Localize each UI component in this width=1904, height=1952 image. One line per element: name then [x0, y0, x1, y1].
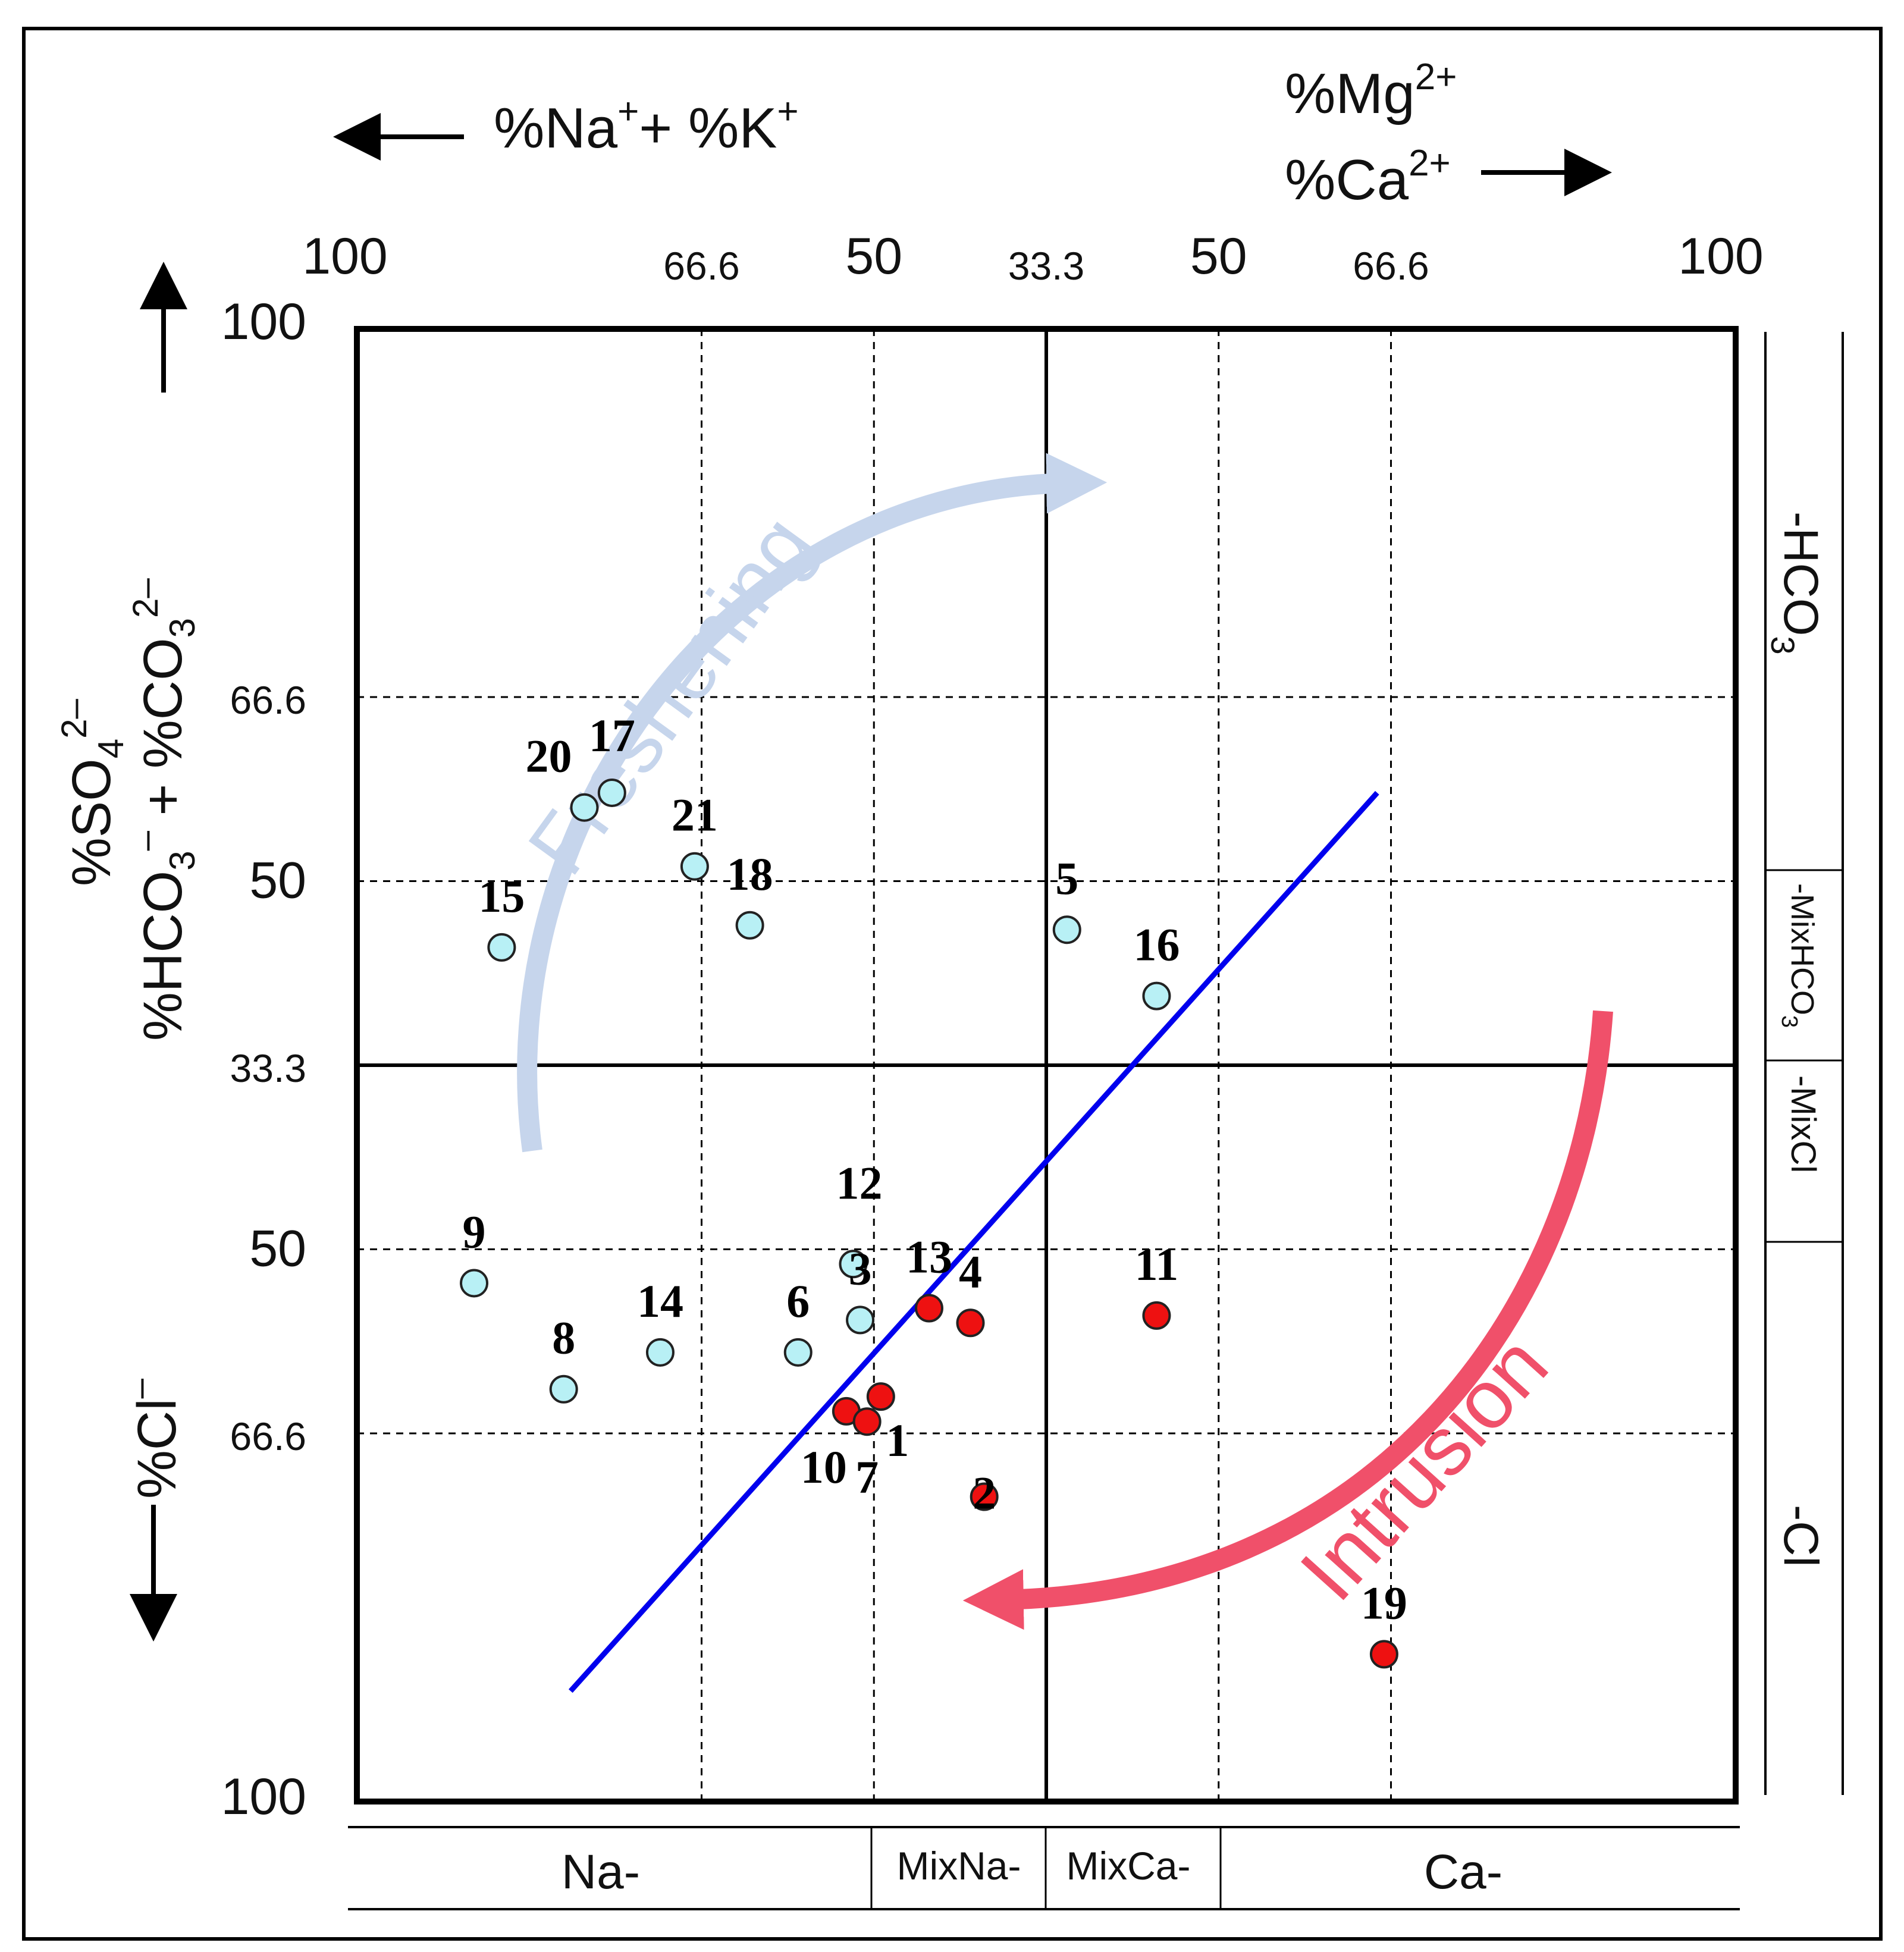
- top-tick-6: 100: [1678, 228, 1764, 285]
- intrusion-label: Intrusion: [1282, 1318, 1566, 1618]
- top-left-axis-label: %Na++ %K+: [333, 91, 799, 161]
- grid: [357, 329, 1736, 1802]
- top-tick-2: 50: [845, 228, 902, 285]
- svg-text:%Na++ %K+: %Na++ %K+: [494, 91, 799, 160]
- ca-label: %Ca: [1285, 148, 1409, 212]
- svg-text:%Cl–: %Cl–: [120, 1378, 187, 1499]
- point-label-21: 21: [672, 789, 718, 841]
- class-ca: Ca-: [1424, 1845, 1503, 1899]
- point-label-19: 19: [1361, 1577, 1407, 1628]
- point-2: [970, 1482, 999, 1511]
- point-label-2: 2: [973, 1467, 996, 1518]
- svg-text:%Ca2+: %Ca2+: [1285, 143, 1451, 212]
- point-label-15: 15: [478, 870, 525, 922]
- freshening-arrow: [517, 453, 1108, 1153]
- point-label-18: 18: [727, 848, 773, 900]
- point-20: [570, 793, 599, 822]
- top-right-axis-label: %Mg2+ %Ca2+: [1285, 57, 1612, 212]
- ca-sup: 2+: [1409, 143, 1451, 184]
- left-tick-0: 100: [221, 293, 307, 350]
- svg-text:-MixHCO3: -MixHCO3: [1777, 883, 1820, 1028]
- point-6: [783, 1338, 813, 1367]
- point-11: [1142, 1301, 1171, 1330]
- point-label-13: 13: [906, 1231, 952, 1283]
- top-tick-0: 100: [302, 228, 388, 285]
- left-axis-lower-label: %Cl–: [120, 1378, 187, 1499]
- left-axis-upper-label-2: %HCO3– + %CO32–: [126, 578, 202, 1041]
- left-tick-6: 100: [221, 1768, 307, 1825]
- point-21: [680, 852, 709, 881]
- point-18: [735, 911, 764, 940]
- point-label-9: 9: [463, 1206, 486, 1257]
- mg-sup: 2+: [1415, 57, 1457, 98]
- point-label-1: 1: [886, 1414, 909, 1466]
- svg-text:%SO42–: %SO42–: [54, 699, 131, 886]
- point-label-20: 20: [525, 730, 572, 782]
- svg-text:-HCO3: -HCO3: [1764, 511, 1828, 655]
- point-label-7: 7: [855, 1451, 879, 1503]
- point-label-8: 8: [552, 1312, 575, 1364]
- point-label-4: 4: [959, 1245, 982, 1297]
- left-axis-upper-label: %SO42–: [54, 699, 131, 886]
- regression-line-segment: [568, 790, 1379, 1693]
- point-15: [487, 933, 516, 962]
- point-9: [460, 1269, 489, 1298]
- top-tick-4: 50: [1190, 228, 1247, 285]
- class-mixna: MixNa-: [897, 1844, 1021, 1888]
- point-label-3: 3: [849, 1242, 872, 1294]
- plot-frame: [354, 326, 1739, 1804]
- right-classes: -HCO3 -MixHCO3 -MixCl -Cl: [1764, 332, 1844, 1795]
- class-hco3: -HCO: [1774, 511, 1828, 636]
- left-tick-1: 66.6: [230, 678, 306, 722]
- point-1: [866, 1382, 895, 1411]
- top-tick-3: 33.3: [1008, 244, 1084, 288]
- point-label-17: 17: [589, 710, 635, 761]
- class-cl: -Cl: [1774, 1505, 1828, 1567]
- outer-frame: [22, 27, 1883, 1941]
- intrusion-arrow: [962, 1010, 1613, 1630]
- class-mixcl: -MixCl: [1784, 1075, 1823, 1173]
- class-mixhco3: -MixHCO: [1784, 883, 1820, 1015]
- point-7: [852, 1407, 882, 1436]
- left-tick-2: 50: [249, 852, 306, 909]
- point-label-14: 14: [637, 1275, 683, 1327]
- left-tick-4: 50: [249, 1220, 306, 1278]
- point-label-11: 11: [1135, 1238, 1179, 1290]
- class-na: Na-: [562, 1845, 640, 1899]
- point-16: [1142, 981, 1171, 1010]
- point-label-5: 5: [1055, 852, 1078, 904]
- na-label: %Na: [494, 96, 618, 160]
- point-5: [1052, 915, 1081, 944]
- tick-labels: 100 66.6 50 33.3 50 66.6 100 100 66.6 50 33.3 50 66.…: [221, 228, 1764, 1825]
- k-sup: +: [777, 91, 798, 132]
- point-13: [914, 1294, 943, 1323]
- point-8: [549, 1374, 578, 1404]
- top-tick-5: 66.6: [1353, 244, 1429, 288]
- point-label-12: 12: [836, 1157, 882, 1209]
- point-17: [597, 778, 626, 807]
- point-19: [1369, 1640, 1398, 1669]
- point-label-6: 6: [786, 1275, 810, 1327]
- k-label: + %K: [639, 96, 777, 160]
- point-label-10: 10: [801, 1441, 847, 1493]
- bottom-classes: Na- MixNa- MixCa- Ca-: [348, 1826, 1740, 1910]
- class-mixca: MixCa-: [1067, 1844, 1191, 1888]
- left-tick-5: 66.6: [230, 1414, 306, 1458]
- point-12: [839, 1250, 868, 1279]
- mg-label: %Mg: [1285, 62, 1415, 125]
- point-3: [846, 1305, 875, 1335]
- svg-text:%Mg2+: %Mg2+: [1285, 57, 1457, 125]
- point-14: [645, 1338, 675, 1367]
- svg-text:%HCO3– + %CO32–: %HCO3– + %CO32–: [126, 578, 202, 1041]
- regression-line: [568, 790, 1379, 1693]
- point-label-16: 16: [1133, 919, 1180, 971]
- na-sup: +: [617, 91, 639, 132]
- freshening-label: Freshening: [510, 499, 830, 891]
- left-tick-3: 33.3: [230, 1046, 306, 1090]
- point-4: [956, 1308, 985, 1338]
- top-tick-1: 66.6: [663, 244, 739, 288]
